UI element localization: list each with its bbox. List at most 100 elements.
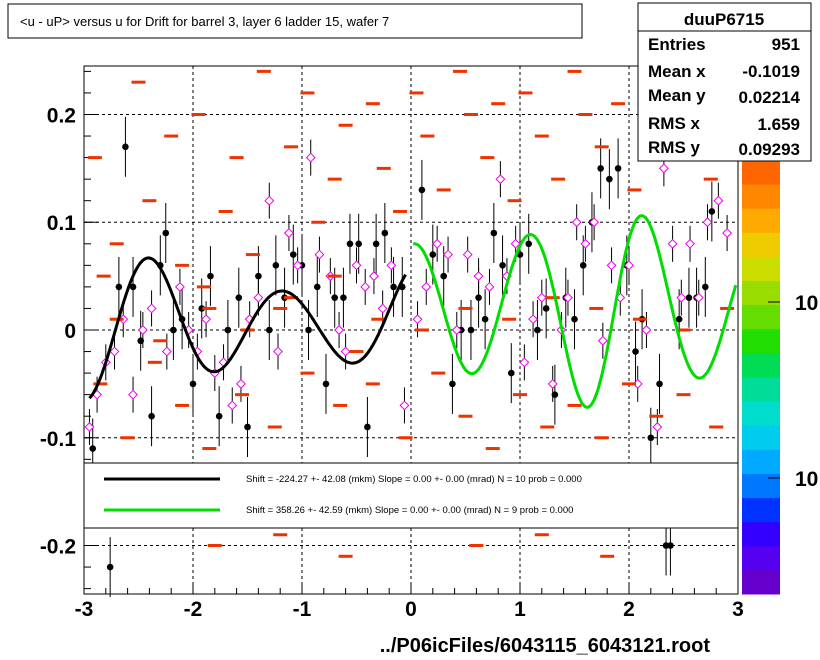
data-point-black [129, 283, 137, 291]
data-point-red [436, 188, 451, 192]
data-point-magenta [528, 314, 539, 325]
data-point-black [381, 229, 389, 237]
palette-band [742, 497, 780, 523]
data-point-magenta [571, 217, 582, 228]
x-tick-label: 1 [514, 598, 526, 621]
stats-label-mean-y: Mean y [648, 86, 706, 105]
data-point-red [513, 393, 527, 397]
data-point-red [284, 145, 299, 149]
data-point-red [409, 91, 424, 95]
palette-band [742, 352, 780, 378]
y-tick-label: -0.2 [40, 536, 76, 559]
data-point-black [255, 272, 262, 280]
data-point-black [418, 186, 426, 194]
legend: Shift = -224.27 +- 42.08 (mkm) Slope = 0… [83, 462, 739, 529]
data-point-red [120, 436, 135, 440]
data-point-black [551, 391, 559, 398]
data-point-black [244, 423, 251, 431]
x-tick-label: 3 [732, 598, 744, 621]
data-point-black [364, 423, 371, 431]
stats-value-rms-x: 1.659 [757, 115, 800, 134]
data-point-black [372, 240, 380, 248]
data-point-red [600, 554, 615, 558]
palette-band [742, 569, 780, 595]
data-point-magenta [563, 292, 573, 303]
data-point-red [507, 199, 522, 203]
y-tick-label: -0.1 [40, 428, 77, 451]
data-point-black [106, 563, 114, 571]
data-point-magenta [676, 292, 687, 303]
data-point-black [207, 272, 214, 280]
data-point-red [267, 425, 282, 429]
data-point-magenta [334, 325, 345, 335]
data-point-red [458, 414, 473, 418]
data-point-red [175, 403, 190, 407]
stats-label-rms-x: RMS x [648, 114, 701, 133]
data-point-magenta [146, 303, 157, 314]
data-point-magenta [580, 238, 591, 249]
data-point-red [622, 382, 636, 386]
x-tick-label: -3 [75, 598, 94, 621]
data-point-red [164, 134, 179, 138]
data-point-magenta [658, 163, 669, 174]
color-palette [742, 160, 780, 595]
data-point-red [414, 328, 429, 332]
data-point-red [469, 544, 484, 548]
data-point-magenta [128, 389, 138, 400]
data-point-black [89, 445, 97, 452]
data-point-red [311, 220, 326, 224]
data-point-red [229, 156, 244, 160]
data-point-black [606, 175, 613, 183]
x-tick-label: 0 [405, 598, 417, 621]
data-point-red [480, 156, 495, 160]
stats-label-entries: Entries [648, 35, 706, 54]
data-point-black [449, 380, 456, 388]
data-point-red [93, 382, 108, 386]
data-point-black [675, 315, 683, 323]
data-point-magenta [473, 271, 484, 282]
data-point-black [289, 251, 297, 258]
data-point-magenta [484, 281, 495, 292]
data-point-red [365, 102, 380, 106]
data-point-black [685, 294, 693, 301]
stats-value-mean-x: -0.1019 [742, 62, 800, 81]
data-point-magenta [693, 292, 704, 303]
data-point-black [272, 262, 280, 269]
data-point-red [207, 544, 222, 548]
data-point-red [578, 112, 593, 116]
data-point-black [224, 326, 232, 334]
data-point-magenta [292, 260, 303, 271]
palette-label-lower: 10 [795, 468, 818, 491]
palette-band [742, 449, 780, 474]
data-point-black [702, 283, 709, 291]
data-point-magenta [305, 152, 316, 163]
data-point-magenta [399, 400, 410, 411]
data-point-magenta [597, 335, 608, 346]
data-point-magenta [421, 281, 432, 292]
data-point-red [393, 209, 408, 213]
data-point-red [147, 360, 162, 364]
data-point-magenta [314, 249, 325, 260]
data-point-red [420, 134, 435, 138]
data-point-red [594, 145, 609, 149]
data-point-magenta [360, 281, 371, 292]
data-point-red [300, 371, 315, 375]
data-point-red [502, 317, 517, 321]
fit-curve-green [412, 214, 738, 409]
data-point-red [327, 177, 342, 181]
data-point-magenta [264, 195, 275, 206]
palette-band [742, 256, 780, 282]
data-point-red [458, 306, 473, 310]
data-point-black [632, 348, 639, 355]
data-point-magenta [443, 249, 454, 260]
data-point-red [709, 425, 724, 429]
data-point-magenta [606, 260, 617, 271]
data-point-red [398, 436, 413, 440]
palette-band [742, 521, 780, 547]
data-point-red [256, 69, 271, 73]
data-point-black [305, 326, 312, 334]
data-point-red [676, 393, 691, 397]
data-point-red [518, 91, 533, 95]
data-point-red [453, 69, 468, 73]
data-point-red [218, 209, 233, 213]
